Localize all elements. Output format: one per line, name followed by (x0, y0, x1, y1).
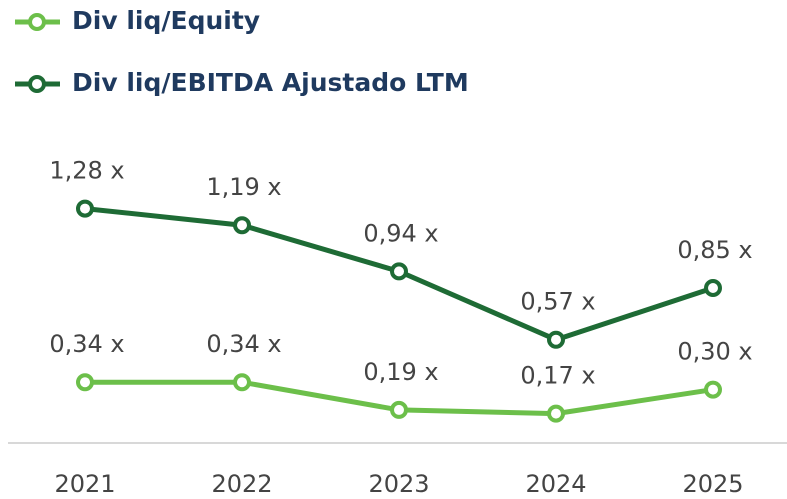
point (233, 373, 251, 392)
point (547, 330, 565, 349)
legend-marker (28, 75, 46, 93)
data-label: 0,94 x (363, 219, 438, 247)
legend-label: Div liq/EBITDA Ajustado LTM (72, 68, 469, 97)
data-label: 0,17 x (520, 362, 595, 390)
legend-marker (28, 13, 46, 31)
point (547, 404, 565, 423)
legend-label: Div liq/Equity (72, 6, 260, 35)
data-label: 1,28 x (49, 157, 124, 185)
data-label: 0,30 x (677, 338, 752, 366)
data-label: 0,34 x (206, 330, 281, 358)
data-label: 0,57 x (520, 288, 595, 316)
point (233, 216, 251, 235)
data-label: 0,85 x (677, 236, 752, 264)
x-tick-label: 2024 (525, 470, 586, 498)
x-tick-label: 2022 (211, 470, 272, 498)
point (704, 380, 722, 399)
point (704, 279, 722, 298)
x-tick-label: 2025 (682, 470, 743, 498)
x-tick-label: 2023 (368, 470, 429, 498)
data-label: 0,34 x (49, 330, 124, 358)
data-label: 0,19 x (363, 358, 438, 386)
x-tick-label: 2021 (54, 470, 115, 498)
data-label: 1,19 x (206, 173, 281, 201)
point (390, 400, 408, 419)
point (76, 373, 94, 392)
point (76, 199, 94, 218)
point (390, 262, 408, 281)
